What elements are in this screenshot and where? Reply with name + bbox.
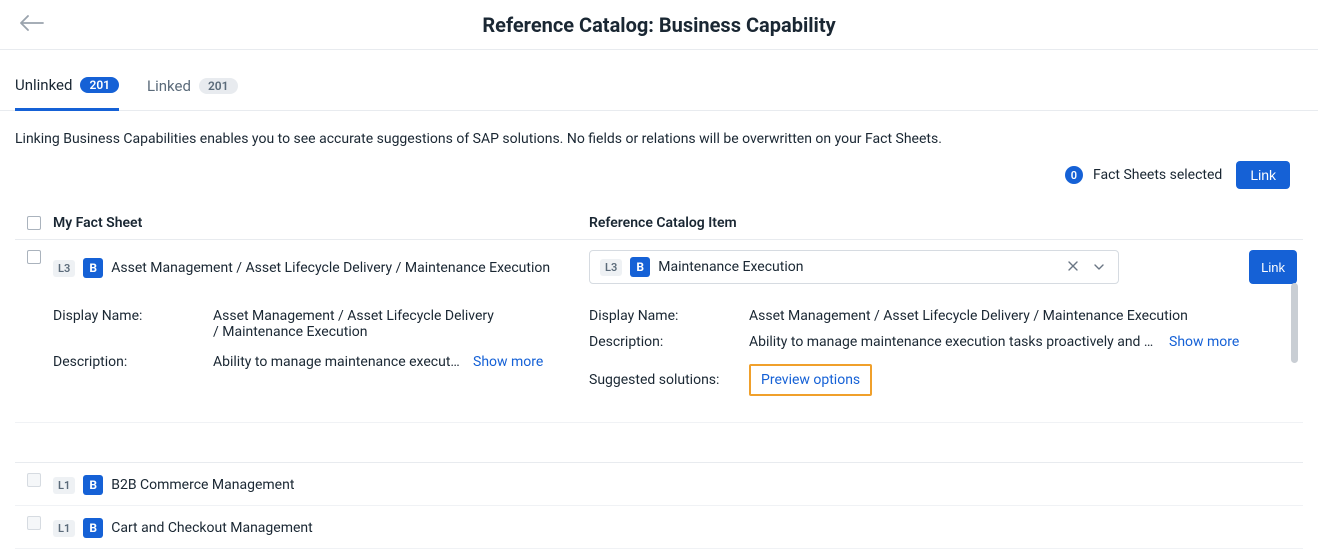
show-more-link[interactable]: Show more <box>1169 334 1239 350</box>
column-header-fact-sheet: My Fact Sheet <box>53 215 589 231</box>
tab-linked[interactable]: Linked 201 <box>147 76 237 110</box>
tab-unlinked-count: 201 <box>80 77 119 93</box>
description-value: Ability to manage maintenance execution … <box>213 354 473 370</box>
tab-linked-count: 201 <box>199 78 238 94</box>
chevron-down-icon[interactable] <box>1090 259 1108 275</box>
tab-unlinked-label: Unlinked <box>15 76 72 94</box>
display-name-label: Display Name: <box>589 308 749 324</box>
display-name-label: Display Name: <box>53 308 213 324</box>
level-badge: L3 <box>600 259 622 276</box>
tab-linked-label: Linked <box>147 77 191 95</box>
suggested-solutions-label: Suggested solutions: <box>589 372 749 388</box>
catalog-item-dropdown[interactable]: L3 B Maintenance Execution <box>589 250 1119 284</box>
capability-icon: B <box>630 257 650 277</box>
capability-icon: B <box>83 518 103 538</box>
description-label: Description: <box>589 334 749 350</box>
tabs: Unlinked 201 Linked 201 <box>0 50 1318 111</box>
level-badge: L1 <box>53 477 75 494</box>
row-checkbox <box>27 516 41 530</box>
row-checkbox <box>27 473 41 487</box>
show-more-link[interactable]: Show more <box>473 354 543 370</box>
display-name-value: Asset Management / Asset Lifecycle Deliv… <box>213 308 513 340</box>
row-checkbox[interactable] <box>27 250 41 264</box>
column-header-catalog-item: Reference Catalog Item <box>589 215 1223 231</box>
tab-unlinked[interactable]: Unlinked 201 <box>15 76 119 111</box>
row-title: B2B Commerce Management <box>111 477 294 493</box>
row-details: Display Name: Asset Management / Asset L… <box>15 294 1303 423</box>
back-arrow-icon[interactable] <box>20 15 44 35</box>
select-all-checkbox[interactable] <box>27 216 41 230</box>
capability-icon: B <box>83 475 103 495</box>
link-row-button[interactable]: Link <box>1249 250 1297 284</box>
page-title: Reference Catalog: Business Capability <box>482 13 835 37</box>
description-value: Ability to manage maintenance execution … <box>749 334 1169 350</box>
capability-icon: B <box>83 258 103 278</box>
clear-icon[interactable] <box>1064 259 1082 275</box>
dropdown-selected-label: Maintenance Execution <box>658 259 1056 275</box>
scrollbar-thumb[interactable] <box>1291 283 1298 363</box>
table-row: L3 B Asset Management / Asset Lifecycle … <box>15 240 1303 294</box>
table-row: L1 B B2B Commerce Management <box>15 463 1303 506</box>
preview-options-link[interactable]: Preview options <box>749 364 872 396</box>
selected-count-label: Fact Sheets selected <box>1093 167 1222 183</box>
row-title: Cart and Checkout Management <box>111 520 313 536</box>
description-label: Description: <box>53 354 213 370</box>
level-badge: L1 <box>53 520 75 537</box>
row-title: Asset Management / Asset Lifecycle Deliv… <box>111 260 550 276</box>
level-badge: L3 <box>53 260 75 277</box>
selected-count-badge: 0 <box>1065 166 1083 184</box>
table-row: L1 B Cart and Checkout Management <box>15 506 1303 549</box>
link-all-button[interactable]: Link <box>1236 161 1290 189</box>
info-text: Linking Business Capabilities enables yo… <box>0 111 1318 161</box>
display-name-value: Asset Management / Asset Lifecycle Deliv… <box>749 308 1293 324</box>
